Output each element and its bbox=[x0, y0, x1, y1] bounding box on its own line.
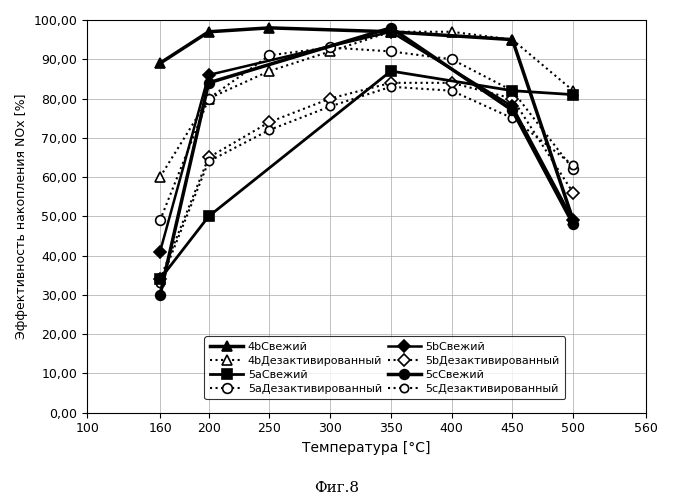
X-axis label: Температура [°C]: Температура [°C] bbox=[302, 441, 431, 455]
Y-axis label: Эффективность накопления NOx [%]: Эффективность накопления NOx [%] bbox=[15, 94, 28, 339]
Text: Фиг.8: Фиг.8 bbox=[314, 481, 359, 495]
Legend: 4bСвежий, 4bДезактивированный, 5aСвежий, 5aДезактивированный, 5bСвежий, 5bДезакт: 4bСвежий, 4bДезактивированный, 5aСвежий,… bbox=[205, 336, 565, 400]
